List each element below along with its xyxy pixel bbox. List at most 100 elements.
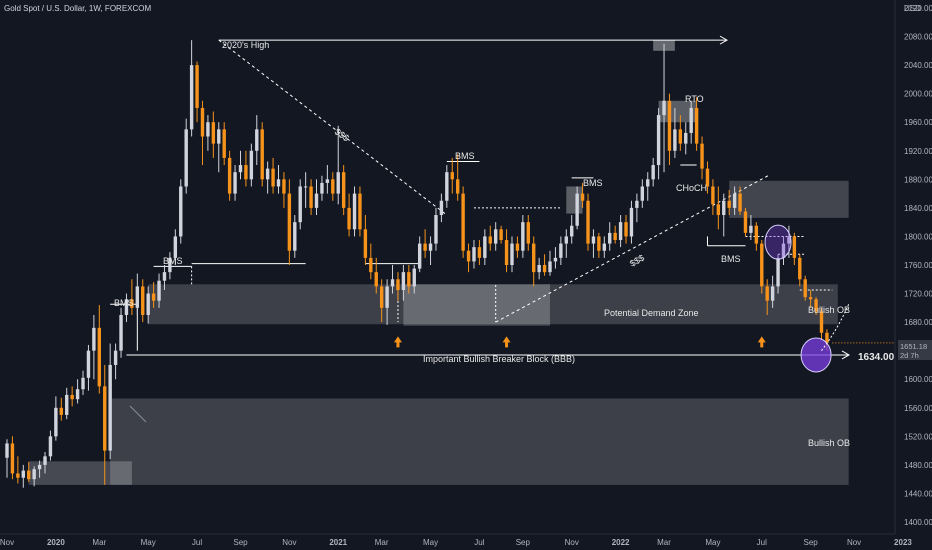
candle-body xyxy=(320,182,324,194)
countdown-tag: 2d 7h xyxy=(900,351,919,360)
time-tick-label: 2022 xyxy=(612,538,630,547)
candle-body xyxy=(564,236,568,244)
candle-body xyxy=(515,243,520,251)
candle-body xyxy=(70,394,74,400)
candle-body xyxy=(16,473,20,478)
candle-body xyxy=(363,229,368,258)
candle-body xyxy=(21,470,25,478)
candle-body xyxy=(341,172,346,208)
candle-body xyxy=(798,257,802,280)
price-tick-label: 2120.00 xyxy=(904,4,932,13)
candle-body xyxy=(483,236,487,258)
candle-body xyxy=(249,150,254,180)
candle-body xyxy=(352,193,357,230)
candle-body xyxy=(760,243,764,287)
candle-body xyxy=(678,129,683,144)
candle-body xyxy=(499,229,503,241)
candle-body xyxy=(716,204,721,216)
price-tick-label: 1560.00 xyxy=(904,404,932,413)
time-tick-label: Nov xyxy=(282,538,296,547)
candle-body xyxy=(618,222,623,241)
price-axis[interactable]: USD 2120.00 2080.00 2040.00 2000.00 1960.00 1… xyxy=(894,0,932,534)
time-tick-label: Sep xyxy=(516,538,531,547)
candle-body xyxy=(488,236,492,244)
candle-body xyxy=(97,327,102,387)
time-tick-label: Mar xyxy=(92,538,106,547)
time-tick-label: Mar xyxy=(375,538,389,547)
candle-body xyxy=(200,107,205,137)
arrow-head-icon xyxy=(841,350,851,360)
candle-body xyxy=(401,272,406,290)
candle-body xyxy=(727,200,731,208)
candle-body xyxy=(358,193,362,230)
candle-body xyxy=(689,107,693,133)
high-label: 2020's High xyxy=(222,40,269,50)
time-tick-label: Mar xyxy=(657,538,671,547)
candle-body xyxy=(662,100,666,116)
candle-body xyxy=(5,443,9,458)
candle-body xyxy=(537,265,541,273)
candle-body xyxy=(244,165,248,180)
candle-body xyxy=(130,299,134,308)
candle-body xyxy=(385,286,389,308)
candle-body xyxy=(667,100,672,151)
highlight-circle xyxy=(764,224,792,260)
candle-body xyxy=(135,286,140,308)
time-axis[interactable]: Nov 2020 Mar May Jul Sep Nov 2021 Mar May Jul Sep No… xyxy=(0,533,912,547)
price-tick-label: 2040.00 xyxy=(904,61,932,70)
candle-body xyxy=(379,286,384,308)
candle-body xyxy=(86,350,91,378)
candle-body xyxy=(173,236,178,258)
time-tick-label: Sep xyxy=(804,538,819,547)
bms-label: BMS xyxy=(114,298,134,308)
candle-body xyxy=(276,179,281,187)
candle-body xyxy=(684,132,688,144)
candle-body xyxy=(711,186,715,205)
candle-body xyxy=(461,193,465,251)
candle-body xyxy=(282,179,286,194)
time-tick-label: Nov xyxy=(0,538,14,547)
candle-body xyxy=(624,222,628,237)
candle-body xyxy=(526,222,530,244)
candle-body xyxy=(374,272,378,287)
candle-body xyxy=(227,157,232,194)
candle-body xyxy=(32,469,36,480)
candle-body xyxy=(233,172,237,194)
candle-body xyxy=(124,299,129,315)
candle-body xyxy=(336,172,340,194)
candle-body xyxy=(770,286,775,301)
candle-body xyxy=(255,129,259,151)
candle-body xyxy=(814,299,818,312)
candle-body xyxy=(450,172,454,180)
candle-body xyxy=(179,186,183,237)
candle-body xyxy=(423,243,427,251)
currency-label: USD xyxy=(904,4,921,13)
candle-body xyxy=(504,240,509,265)
candle-body xyxy=(195,65,199,108)
bbb-label: Important Bullish Breaker Block (BBB) xyxy=(423,354,575,364)
candle-body xyxy=(635,200,639,208)
bullish-ob-upper-label: Bullish OB xyxy=(808,305,850,315)
candle-body xyxy=(705,168,710,187)
candle-body xyxy=(417,243,422,269)
time-tick-label: May xyxy=(423,538,438,547)
candle-body xyxy=(206,122,210,137)
candle-body xyxy=(217,129,221,144)
candle-body xyxy=(309,186,313,208)
candle-body xyxy=(455,179,460,194)
candle-body xyxy=(151,293,156,301)
price-tick-label: 1840.00 xyxy=(904,204,932,213)
candle-body xyxy=(43,456,47,465)
price-tick-label: 1800.00 xyxy=(904,232,932,241)
candle-body xyxy=(298,186,302,223)
candle-body xyxy=(613,232,617,241)
candle-body xyxy=(390,279,395,287)
candle-body xyxy=(477,247,482,258)
candle-body xyxy=(222,129,226,158)
up-arrow-icon xyxy=(393,336,402,348)
candle-body xyxy=(646,179,650,187)
candle-body xyxy=(521,222,525,251)
candle-body xyxy=(434,215,438,244)
price-tick-label: 1480.00 xyxy=(904,461,932,470)
